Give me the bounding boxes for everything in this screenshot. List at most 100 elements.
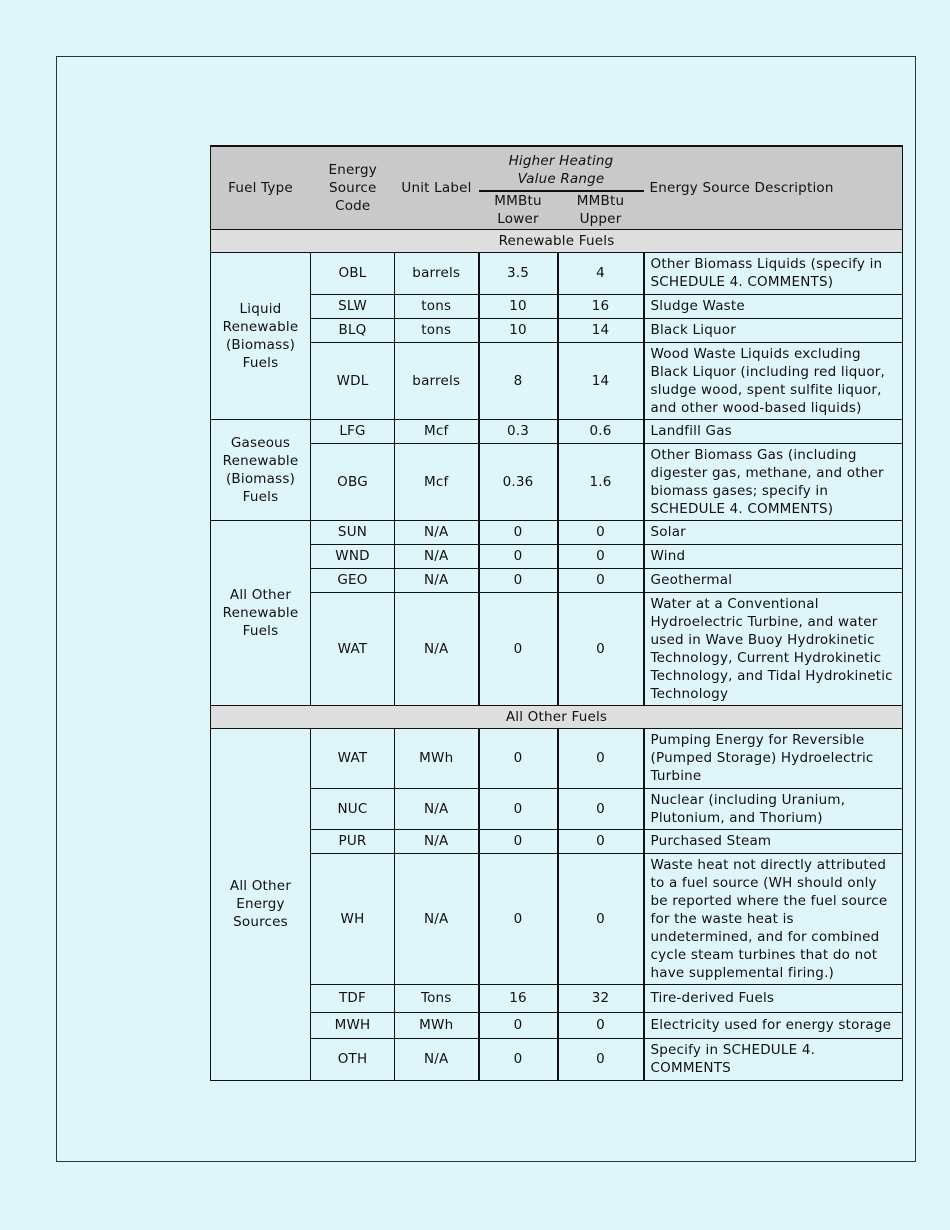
- energy-source-code: WH: [310, 852, 395, 985]
- table-row: GEO N/A 0 0 Geothermal: [211, 567, 904, 593]
- energy-source-table: Fuel Type Energy Source Code Unit Label …: [209, 145, 904, 1081]
- mmbtu-lower: 0: [477, 1037, 558, 1081]
- energy-source-description: Electricity used for energy storage: [642, 1011, 904, 1039]
- fuel-type-cell: Liquid Renewable (Biomass) Fuels: [210, 251, 311, 420]
- mmbtu-upper: 1.6: [556, 442, 645, 521]
- energy-source-code: OTH: [310, 1037, 395, 1081]
- energy-source-code: SUN: [310, 519, 395, 545]
- mmbtu-lower: 16: [477, 983, 558, 1013]
- unit-label: tons: [394, 317, 479, 343]
- fuel-type-cell: Gaseous Renewable (Biomass) Fuels: [210, 418, 311, 521]
- table-row: Liquid Renewable (Biomass) Fuels OBL barre…: [210, 251, 904, 420]
- energy-source-description: Waste heat not directly attributed to a …: [642, 852, 904, 985]
- unit-label: N/A: [394, 787, 479, 830]
- mmbtu-lower: 0: [477, 543, 558, 569]
- energy-source-description: Other Biomass Gas (including digester ga…: [642, 442, 904, 521]
- energy-source-code: TDF: [310, 983, 395, 1013]
- energy-source-description: Nuclear (including Uranium, Plutonium, a…: [642, 787, 904, 830]
- mmbtu-upper: 16: [556, 293, 645, 319]
- energy-source-description: Specify in SCHEDULE 4. COMMENTS: [642, 1037, 904, 1081]
- table-row: WH N/A 0 0 Waste heat not directly attribute…: [211, 852, 904, 985]
- energy-source-code: SLW: [310, 293, 395, 319]
- header-fuel-type: Fuel Type: [210, 145, 311, 230]
- energy-source-code: OBG: [310, 442, 395, 521]
- section-row: All Other Fuels: [209, 704, 904, 729]
- energy-source-description: Landfill Gas: [642, 418, 904, 444]
- section-title: All Other Fuels: [209, 704, 904, 729]
- mmbtu-upper: 0: [556, 591, 645, 706]
- unit-label: N/A: [394, 1037, 479, 1081]
- table-row: All Other Renewable Fuels SUN N/A 0 0 Solar: [210, 519, 904, 706]
- mmbtu-upper: 0: [556, 787, 645, 830]
- mmbtu-upper: 14: [556, 317, 645, 343]
- mmbtu-upper: 0: [556, 852, 645, 985]
- mmbtu-upper: 4: [556, 251, 645, 295]
- energy-source-description: Sludge Waste: [642, 293, 904, 319]
- table-row: WAT N/A 0 0 Water at a Conventional Hydroele…: [211, 591, 904, 706]
- table-row: Gaseous Renewable (Biomass) Fuels LFG Mcf 0…: [210, 418, 904, 521]
- table-row: OTH N/A 0 0 Specify in SCHEDULE 4. COMMENTS: [211, 1037, 904, 1081]
- table-row: WND N/A 0 0 Wind: [211, 543, 904, 569]
- table-row: BLQ tons 10 14 Black Liquor: [211, 317, 904, 343]
- mmbtu-lower: 0: [477, 787, 558, 830]
- energy-source-code: BLQ: [310, 317, 395, 343]
- energy-source-description: Geothermal: [642, 567, 904, 593]
- mmbtu-lower: 0: [477, 727, 558, 789]
- header-description: Energy Source Description: [643, 145, 904, 230]
- energy-source-description: Wood Waste Liquids excluding Black Liquo…: [642, 341, 904, 420]
- table-row: WDL barrels 8 14 Wood Waste Liquids excludin…: [211, 341, 904, 420]
- unit-label: N/A: [394, 567, 479, 593]
- unit-label: barrels: [394, 341, 479, 420]
- unit-label: tons: [394, 293, 479, 319]
- section-row: Renewable Fuels: [209, 228, 904, 253]
- mmbtu-lower: 8: [477, 341, 558, 420]
- mmbtu-upper: 0: [556, 828, 645, 854]
- unit-label: MWh: [394, 1011, 479, 1039]
- energy-source-description: Pumping Energy for Reversible (Pumped St…: [642, 727, 904, 789]
- header-upper: MMBtu Upper: [557, 190, 644, 230]
- mmbtu-lower: 0: [477, 567, 558, 593]
- table-body: Renewable Fuels Liquid Renewable (Biomass…: [209, 228, 904, 1081]
- mmbtu-lower: 3.5: [477, 251, 558, 295]
- mmbtu-upper: 0: [556, 1011, 645, 1039]
- table-row: MWH MWh 0 0 Electricity used for energy stor…: [211, 1011, 904, 1039]
- header-code: Energy Source Code: [310, 145, 395, 230]
- mmbtu-lower: 0: [477, 852, 558, 985]
- table-row: All Other Energy Sources WAT MWh 0 0 Pumping …: [210, 727, 904, 1081]
- table-row: SLW tons 10 16 Sludge Waste: [211, 293, 904, 319]
- page-frame: [56, 56, 916, 1162]
- unit-label: Tons: [394, 983, 479, 1013]
- energy-source-description: Other Biomass Liquids (specify in SCHEDU…: [642, 251, 904, 295]
- mmbtu-upper: 14: [556, 341, 645, 420]
- unit-label: N/A: [394, 543, 479, 569]
- fuel-type-cell: All Other Renewable Fuels: [210, 519, 311, 706]
- energy-source-description: Wind: [642, 543, 904, 569]
- mmbtu-upper: 0.6: [556, 418, 645, 444]
- energy-source-code: WND: [310, 543, 395, 569]
- energy-source-description: Solar: [642, 519, 904, 545]
- table-row: OBG Mcf 0.36 1.6 Other Biomass Gas (includin…: [211, 442, 904, 521]
- energy-source-description: Tire-derived Fuels: [642, 983, 904, 1013]
- unit-label: Mcf: [394, 442, 479, 521]
- unit-label: Mcf: [394, 418, 479, 444]
- energy-source-description: Water at a Conventional Hydroelectric Tu…: [642, 591, 904, 706]
- table-row: NUC N/A 0 0 Nuclear (including Uranium, Plut…: [211, 787, 904, 830]
- mmbtu-lower: 0: [477, 1011, 558, 1039]
- header-unit: Unit Label: [394, 145, 479, 230]
- fuel-type-cell: All Other Energy Sources: [210, 727, 311, 1081]
- mmbtu-lower: 10: [477, 293, 558, 319]
- table-header: Fuel Type Energy Source Code Unit Label …: [210, 145, 904, 230]
- mmbtu-upper: 0: [556, 727, 645, 789]
- table-row: PUR N/A 0 0 Purchased Steam: [211, 828, 904, 854]
- unit-label: N/A: [394, 828, 479, 854]
- header-hhv-range: Higher Heating Value Range: [478, 145, 644, 192]
- unit-label: N/A: [394, 519, 479, 545]
- table-row: TDF Tons 16 32 Tire-derived Fuels: [211, 983, 904, 1013]
- mmbtu-upper: 32: [556, 983, 645, 1013]
- mmbtu-lower: 0.36: [477, 442, 558, 521]
- energy-source-code: GEO: [310, 567, 395, 593]
- mmbtu-lower: 0: [477, 591, 558, 706]
- energy-source-code: LFG: [310, 418, 395, 444]
- energy-source-code: NUC: [310, 787, 395, 830]
- unit-label: N/A: [394, 591, 479, 706]
